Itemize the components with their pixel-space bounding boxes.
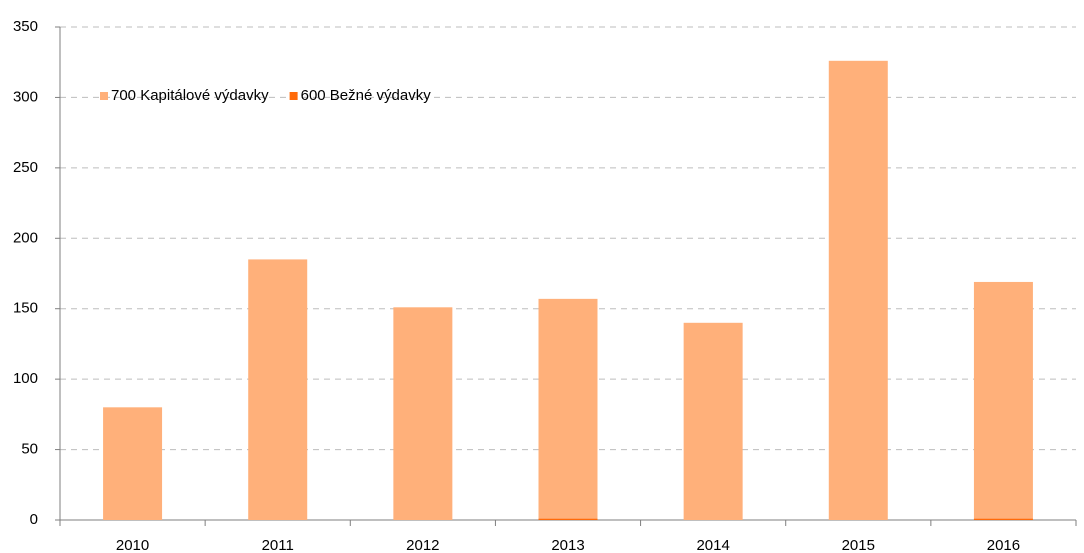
bar-segment	[393, 307, 453, 520]
bar-segment	[538, 518, 598, 520]
bar-segment	[103, 407, 163, 520]
x-tick-label: 2010	[116, 537, 149, 553]
legend-swatch	[289, 92, 298, 100]
y-tick-label: 100	[13, 370, 38, 387]
bar-segment	[538, 298, 598, 519]
bar-segment	[973, 518, 1033, 520]
bar-segment	[683, 322, 743, 520]
bar-segment	[248, 259, 308, 520]
legend-label: 600 Bežné výdavky	[301, 87, 432, 104]
legend-label: 700 Kapitálové výdavky	[111, 87, 269, 104]
x-tick-label: 2014	[696, 537, 729, 553]
x-tick-label: 2011	[262, 537, 294, 553]
x-tick-label: 2013	[551, 537, 584, 553]
y-tick-label: 250	[13, 159, 38, 176]
y-tick-label: 50	[21, 441, 38, 458]
y-tick-label: 300	[13, 88, 38, 105]
y-tick-label: 150	[13, 300, 38, 317]
legend-swatch	[100, 92, 108, 100]
y-tick-label: 0	[30, 511, 38, 528]
x-tick-label: 2012	[406, 537, 439, 553]
y-tick-label: 200	[13, 229, 38, 246]
bar-segment	[973, 281, 1033, 519]
y-tick-label: 350	[13, 18, 38, 35]
x-tick-label: 2016	[987, 537, 1020, 553]
x-tick-label: 2015	[842, 537, 875, 553]
bar-segment	[828, 60, 888, 520]
